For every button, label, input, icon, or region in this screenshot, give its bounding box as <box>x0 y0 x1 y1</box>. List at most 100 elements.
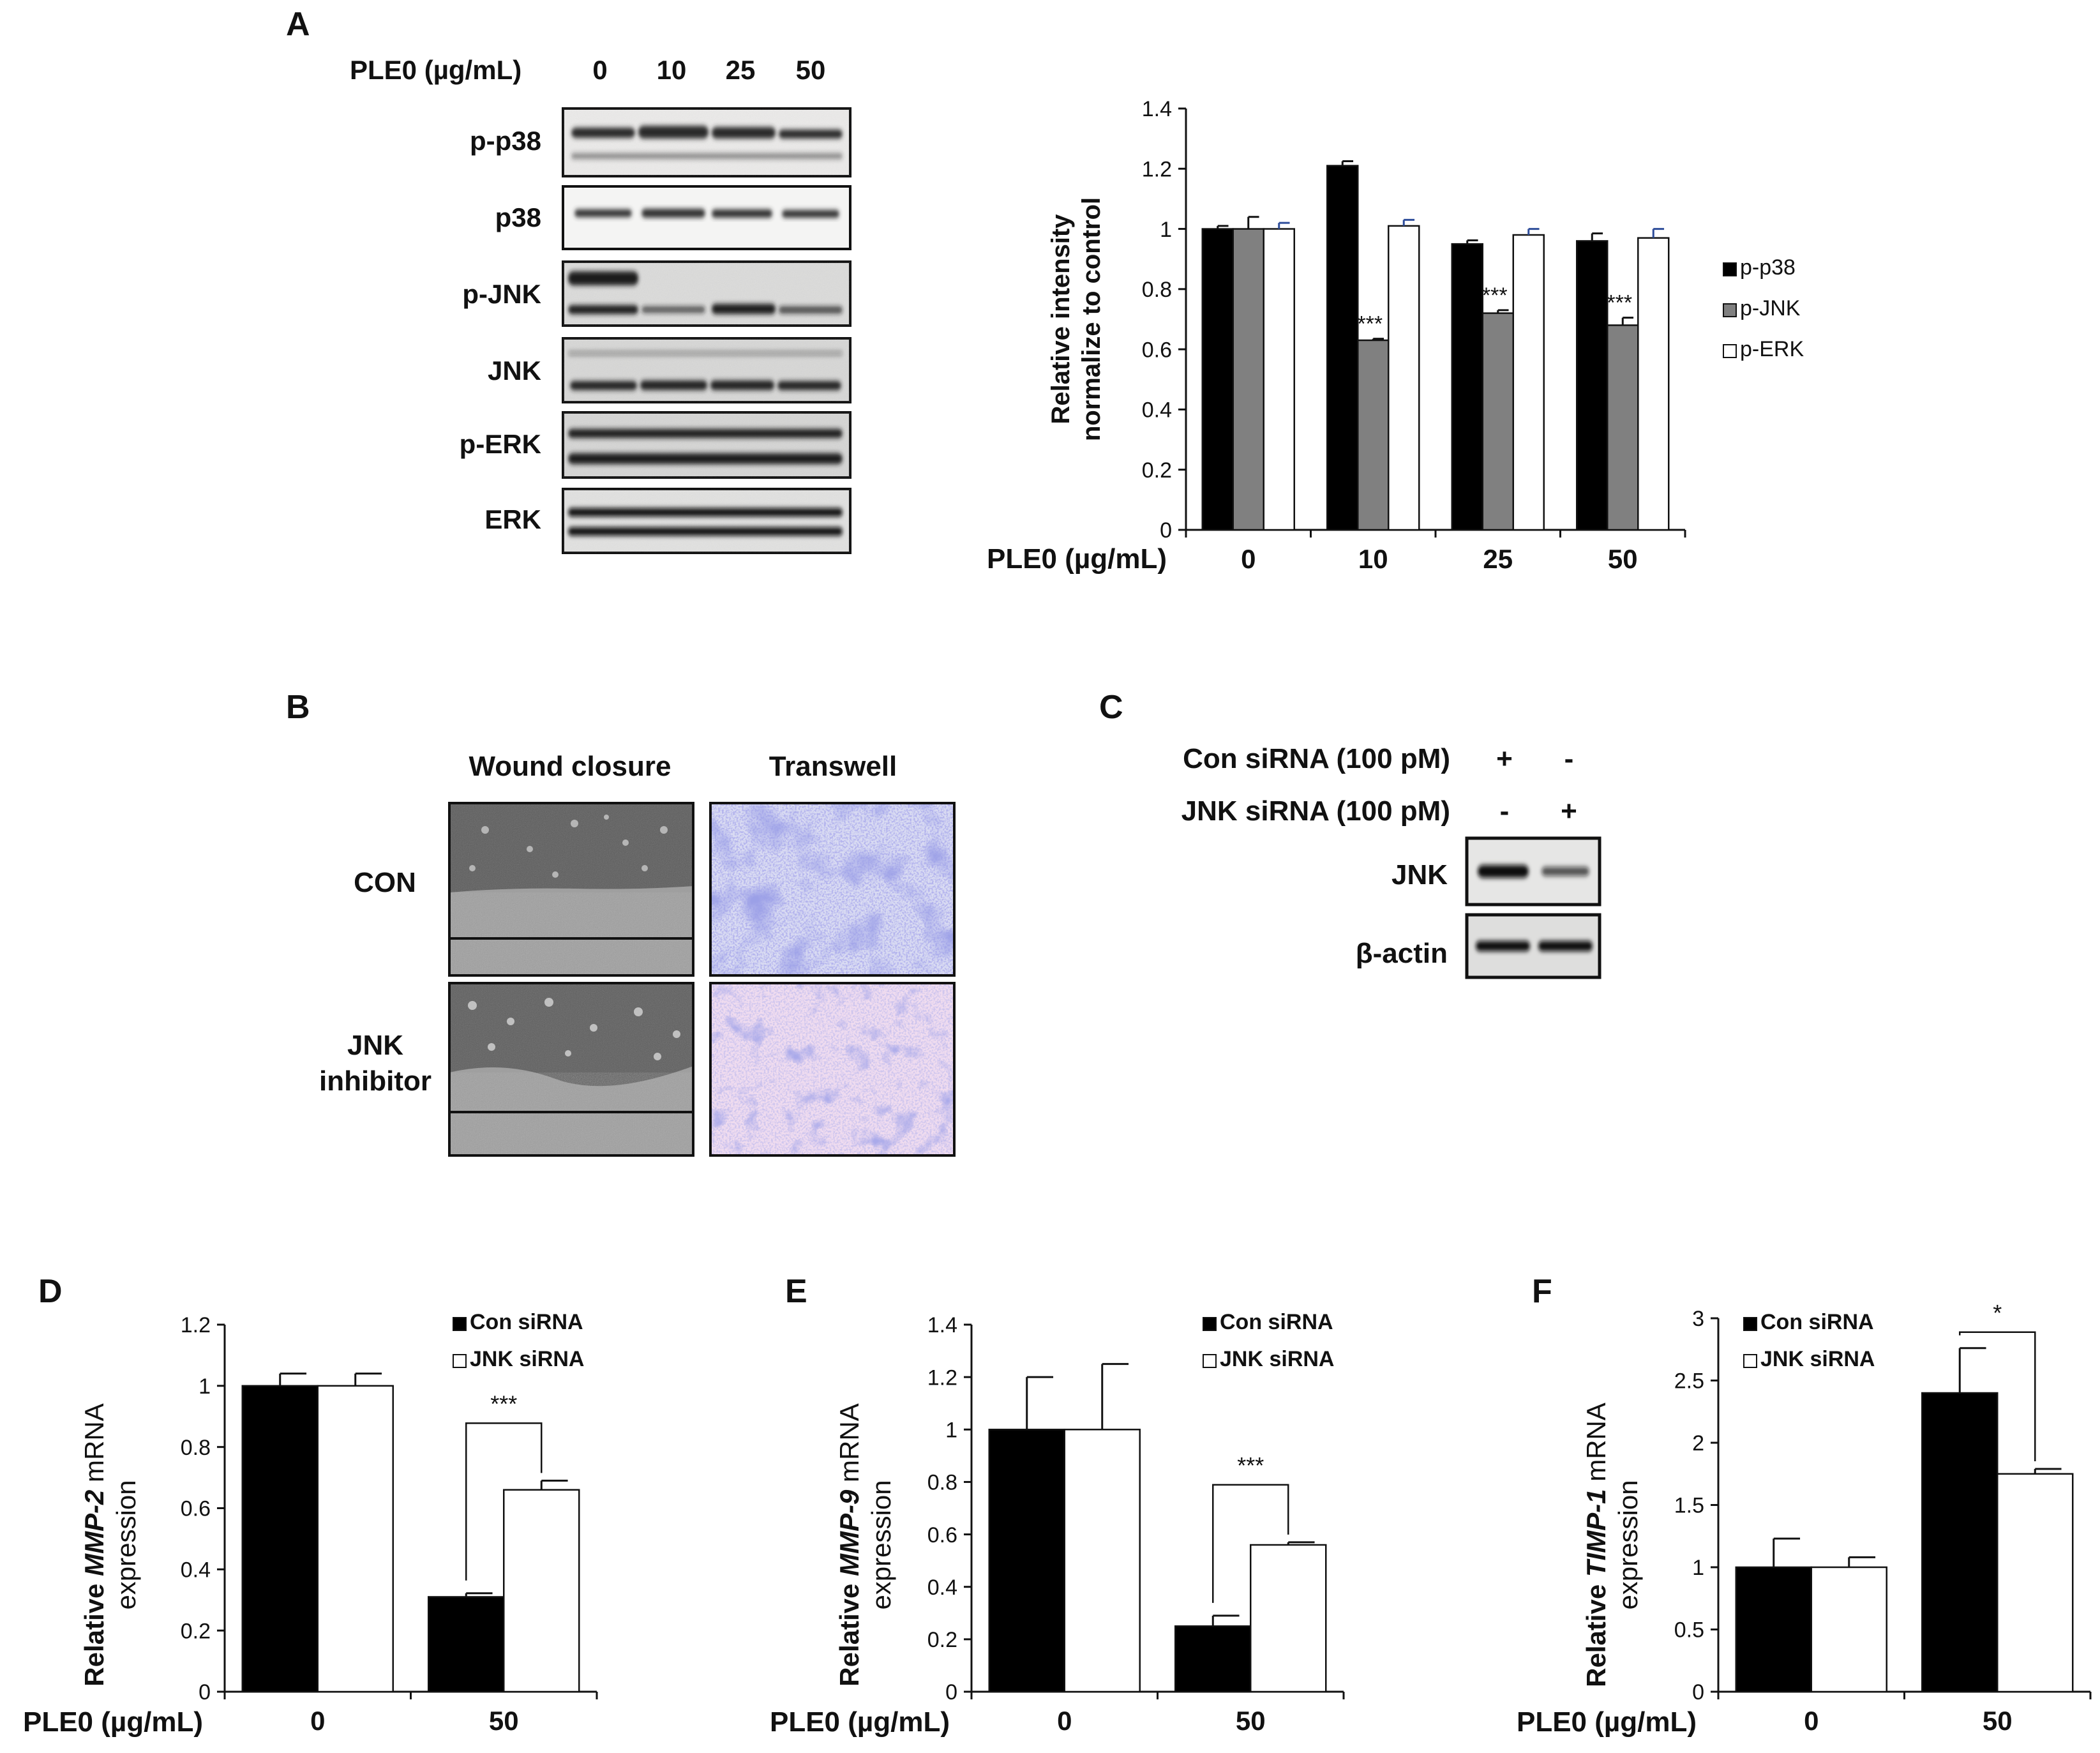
bar-con-sirna <box>1174 1625 1252 1693</box>
ylabel-pre: Relative <box>79 1576 109 1687</box>
blot-image-p38 <box>562 185 851 250</box>
wound-closure-header: Wound closure <box>469 751 671 782</box>
legend-label: JNK siRNA <box>1760 1347 1875 1371</box>
blot-image-jnk-c <box>1465 836 1601 907</box>
panel-d-letter: D <box>38 1273 63 1310</box>
panel-a-chart: 0 0.2 0.4 0.6 0.8 1 1.2 1.4 0 10 25 50 *** *** *** p-p3… <box>987 97 1804 575</box>
y-tick-label: 1 <box>1692 1556 1704 1580</box>
y-tick-label: 1.4 <box>927 1313 957 1337</box>
panel-a-letter: A <box>286 6 310 43</box>
bar-con-sirna <box>1921 1392 1999 1693</box>
bar-p-jnk <box>1481 312 1514 531</box>
x-axis-title: PLE0 (µg/mL) <box>23 1706 203 1738</box>
bar-p-p38 <box>1451 243 1483 531</box>
x-tick-label: 0 <box>310 1706 325 1736</box>
bar-p-jnk <box>1607 324 1639 531</box>
x-tick-label: 50 <box>1983 1706 2013 1736</box>
panel-d-ylabel: Relative MMP-2 mRNA <box>79 1403 109 1686</box>
legend-swatch <box>1743 1317 1757 1331</box>
bar-jnk-sirna <box>503 1489 580 1693</box>
legend-swatch <box>453 1354 467 1368</box>
x-tick-label: 10 <box>1358 544 1388 574</box>
dose-header: 10 <box>657 55 687 85</box>
x-tick-label: 0 <box>1241 544 1256 574</box>
blot-label-p-p38: p-p38 <box>470 126 541 156</box>
row-label-con: CON <box>354 867 416 898</box>
bar-con-sirna <box>241 1385 319 1693</box>
con-sirna-sign: + <box>1496 743 1513 774</box>
jnk-sirna-label: JNK siRNA (100 pM) <box>1181 795 1450 827</box>
panel-a-dose-label: PLE0 (µg/mL) <box>350 55 521 85</box>
x-axis-title: PLE0 (µg/mL) <box>987 543 1167 575</box>
bar-p-erk <box>1388 225 1420 531</box>
legend-swatch <box>1723 262 1737 276</box>
panel-a-blots: p-p38 p38 p-JNK JNK p-ERK ERK <box>460 107 851 554</box>
y-tick-label: 0 <box>199 1680 211 1704</box>
blot-label-beta-actin: β-actin <box>1356 938 1448 969</box>
significance-label: *** <box>1237 1452 1264 1478</box>
con-sirna-label: Con siRNA (100 pM) <box>1183 743 1450 774</box>
y-tick-label: 0.8 <box>927 1471 957 1495</box>
y-tick-label: 1.2 <box>1142 158 1172 182</box>
x-axis-title: PLE0 (µg/mL) <box>1517 1706 1697 1738</box>
y-tick-label: 1.2 <box>181 1313 211 1337</box>
x-tick-label: 0 <box>1804 1706 1819 1736</box>
ylabel-gene: TIMP-1 <box>1581 1489 1611 1577</box>
significance-label: *** <box>490 1390 517 1417</box>
significance-bracket <box>465 1422 543 1581</box>
legend-swatch <box>1723 344 1737 358</box>
y-tick-label: 0.4 <box>181 1558 211 1583</box>
blot-image-jnk <box>562 337 851 403</box>
bar-con-sirna <box>1735 1566 1812 1693</box>
y-tick-label: 0.4 <box>927 1576 957 1600</box>
y-tick-label: 0.6 <box>927 1523 957 1547</box>
panel-c-letter: C <box>1099 689 1123 726</box>
bar-jnk-sirna <box>1250 1544 1327 1693</box>
panel-f-chart: 0 0.5 1 1.5 2 2.5 3 0 50 * Con siRNA JNK siRNA PLE0 … <box>1517 1300 2092 1738</box>
blot-label-p-erk: p-ERK <box>460 429 541 459</box>
legend-label: Con siRNA <box>1220 1310 1333 1334</box>
wound-closure-image-con <box>448 802 694 977</box>
legend-label: Con siRNA <box>470 1310 583 1334</box>
blot-image-p-p38 <box>562 107 851 177</box>
y-tick-label: 0.4 <box>1142 398 1172 423</box>
y-tick-label: 0 <box>945 1680 957 1704</box>
y-tick-label: 0.6 <box>1142 338 1172 362</box>
transwell-header: Transwell <box>769 751 897 782</box>
y-tick-label: 3 <box>1692 1307 1704 1331</box>
y-tick-label: 1 <box>1160 218 1172 242</box>
significance-label: *** <box>1607 291 1632 315</box>
blot-label-erk: ERK <box>484 504 541 534</box>
dose-header: 25 <box>726 55 756 85</box>
panel-b-letter: B <box>286 689 310 726</box>
ylabel-post: mRNA <box>79 1403 109 1489</box>
blot-label-p38: p38 <box>495 202 541 232</box>
panel-d-chart: 0 0.2 0.4 0.6 0.8 1 1.2 0 50 *** Con siRNA JNK siRN… <box>23 1310 598 1738</box>
bar-p-erk <box>1263 228 1295 531</box>
significance-label: *** <box>1357 312 1383 336</box>
ylabel-post: mRNA <box>1581 1403 1611 1489</box>
significance-label: *** <box>1482 283 1508 308</box>
x-tick-label: 0 <box>1057 1706 1072 1736</box>
panel-e-ylabel: Relative MMP-9 mRNA <box>834 1403 864 1686</box>
bar-jnk-sirna <box>317 1385 394 1693</box>
legend-swatch <box>453 1317 467 1331</box>
legend-swatch <box>1203 1354 1217 1368</box>
bar-con-sirna <box>428 1596 505 1693</box>
blot-image-beta-actin <box>1465 913 1601 979</box>
panel-f-ylabel: Relative TIMP-1 mRNA <box>1581 1403 1611 1687</box>
significance-bracket <box>1959 1331 2036 1461</box>
x-tick-label: 50 <box>1236 1706 1266 1736</box>
panel-e-ylabel2: expression <box>866 1480 896 1609</box>
x-axis-title: PLE0 (µg/mL) <box>770 1706 950 1738</box>
legend-label: p-p38 <box>1740 255 1796 280</box>
y-axis-title: Relative intensity <box>1047 214 1075 425</box>
significance-bracket <box>1212 1484 1289 1603</box>
ylabel-pre: Relative <box>1581 1577 1611 1687</box>
bar-p-p38 <box>1576 240 1609 531</box>
bar-jnk-sirna <box>1063 1429 1141 1693</box>
row-label-jnk: JNK <box>347 1030 403 1061</box>
blot-image-erk <box>562 488 851 554</box>
bar-p-erk <box>1637 237 1670 531</box>
